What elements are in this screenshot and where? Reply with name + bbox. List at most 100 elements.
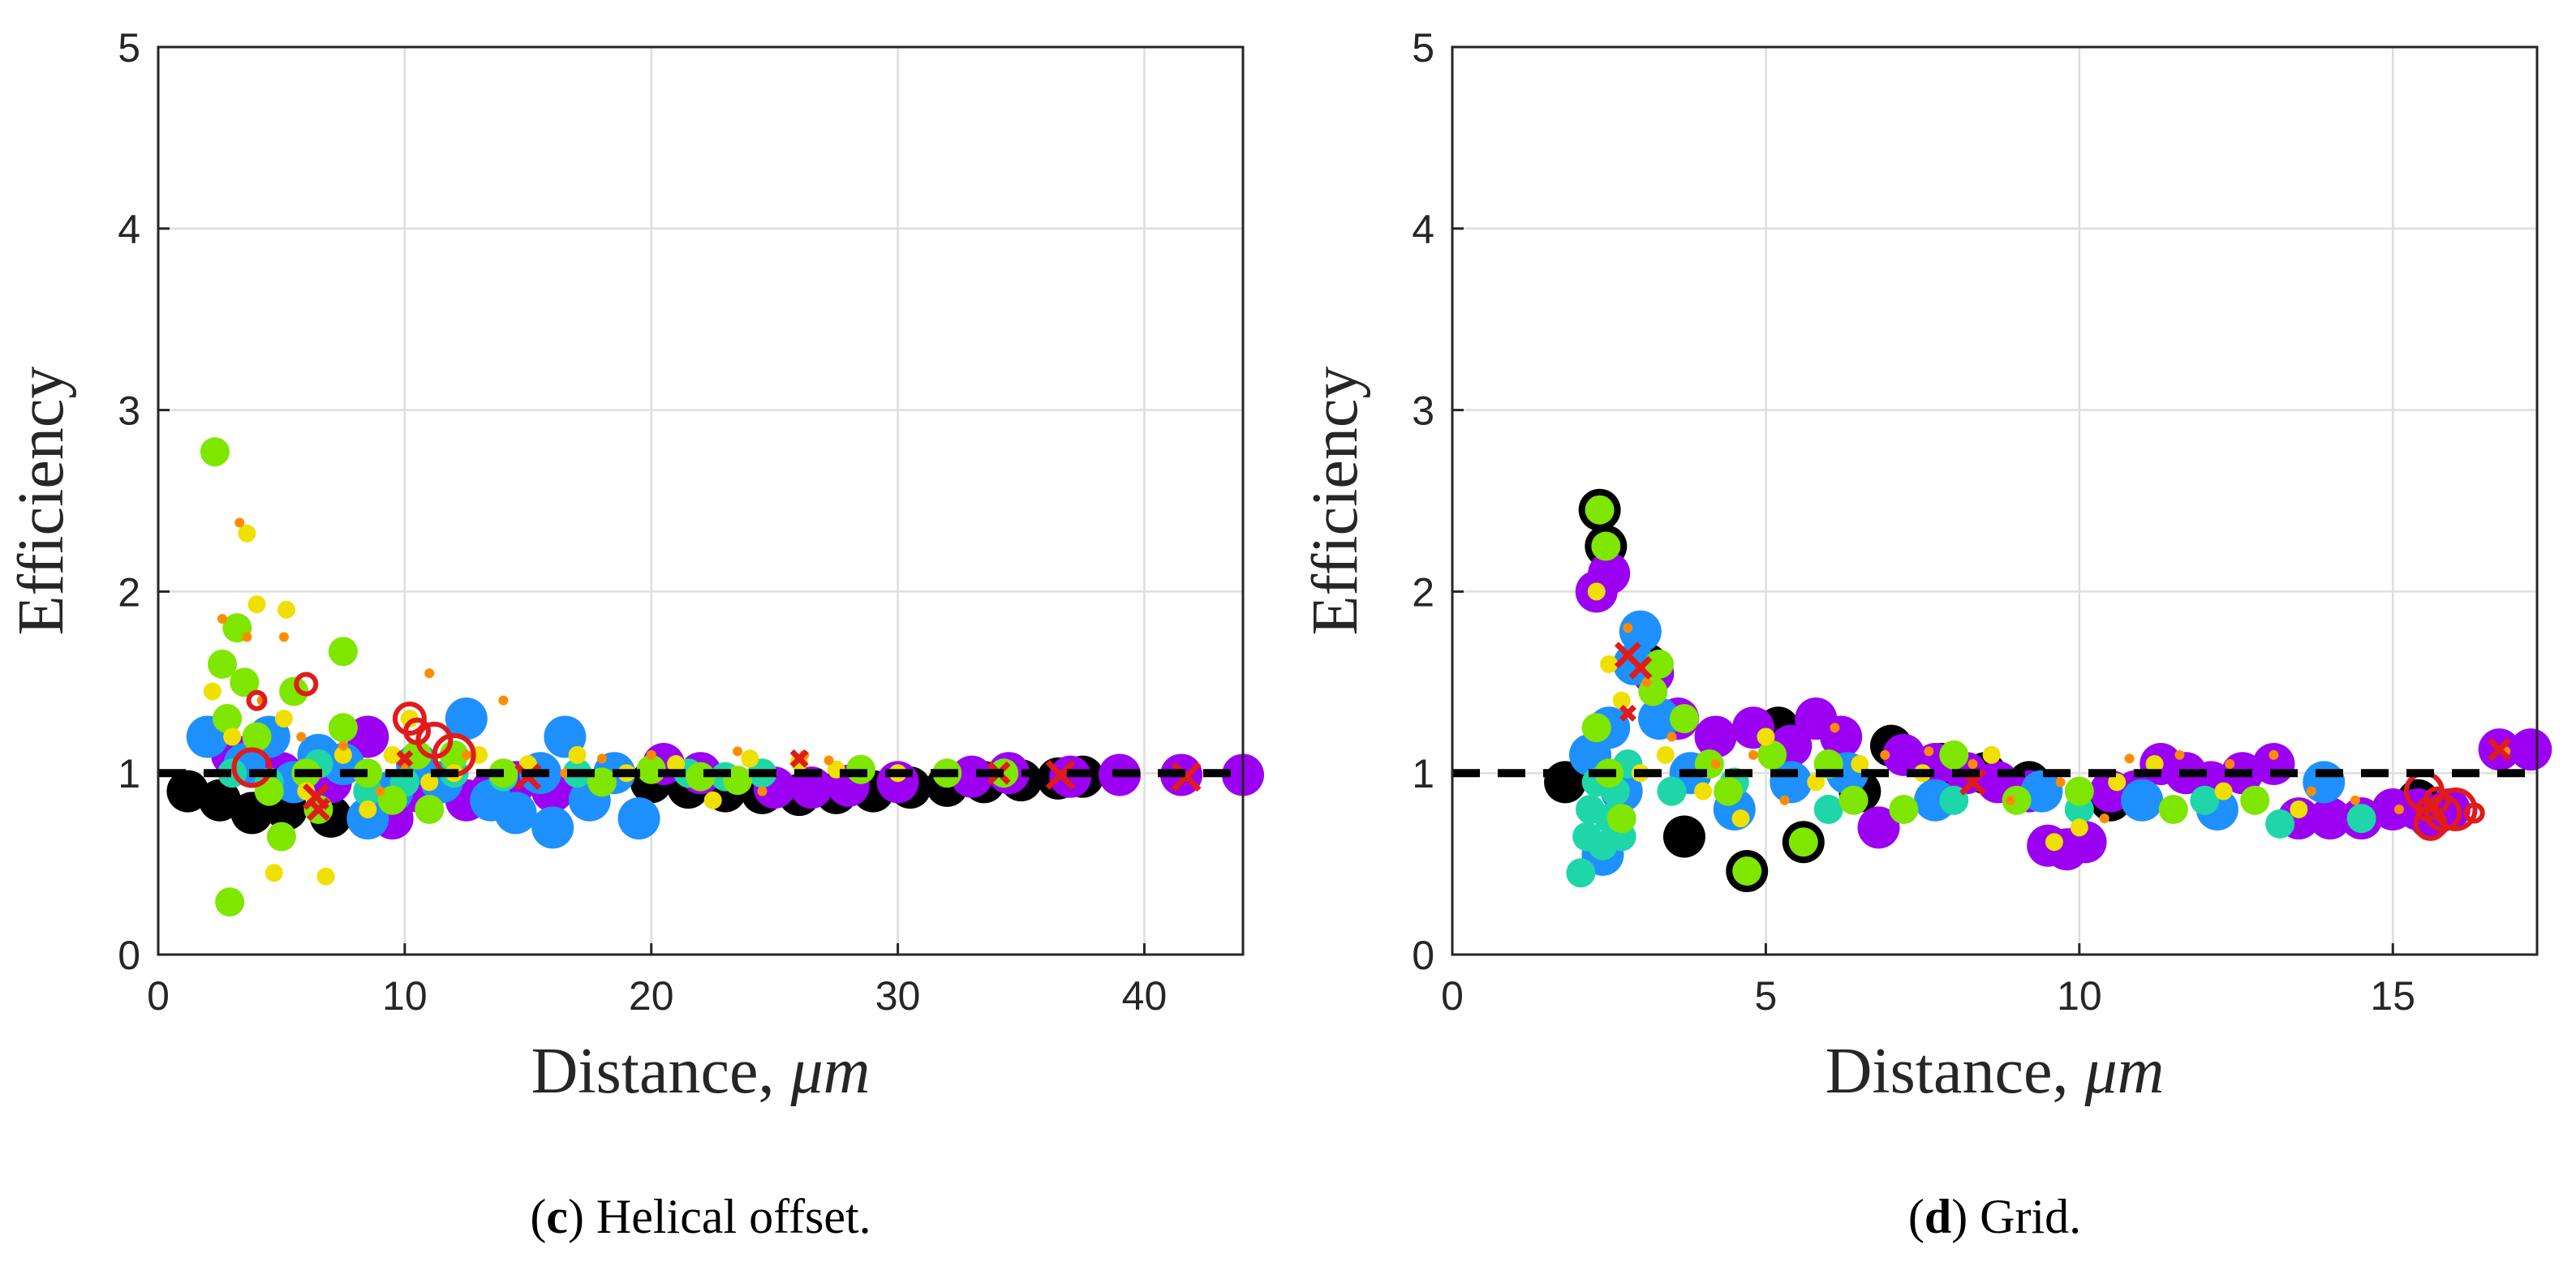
data-point [741, 749, 759, 768]
data-point [1732, 856, 1762, 886]
data-point [338, 740, 348, 751]
data-point [2174, 749, 2185, 760]
data-point [1612, 691, 1631, 710]
data-point [1600, 655, 1619, 673]
data-point-cross [1045, 759, 1076, 790]
data-point [1889, 794, 1919, 824]
data-point [166, 770, 209, 813]
data-point [1813, 794, 1843, 824]
data-point [2346, 804, 2376, 834]
data-point-cross [1628, 655, 1653, 680]
data-point [2303, 761, 2346, 804]
data-point-ring [294, 672, 319, 697]
data-point [733, 746, 743, 757]
data-point [1623, 623, 1633, 633]
data-point [1645, 649, 1675, 679]
data-point [1880, 749, 1890, 760]
data-point [242, 722, 272, 752]
cross-stroke [2488, 737, 2512, 762]
x-tick-label: 0 [1441, 973, 1464, 1019]
cross-stroke [307, 797, 330, 822]
data-point [1606, 804, 1636, 834]
data-point [1714, 776, 1744, 806]
data-point [617, 797, 660, 840]
data-point [824, 755, 834, 766]
data-point [568, 745, 587, 764]
data-point [2045, 833, 2063, 852]
x-tick-label: 30 [875, 973, 921, 1019]
data-point [279, 676, 309, 706]
data-point [2308, 797, 2351, 840]
data-point [2002, 785, 2032, 815]
data-point [208, 649, 238, 679]
x-axis-label-unit: μm [789, 1036, 870, 1107]
data-point [1585, 495, 1615, 525]
cross-stroke [1614, 642, 1641, 669]
data-point [238, 524, 256, 543]
data-point [2124, 753, 2135, 764]
y-axis-label: Efficiency [6, 367, 77, 636]
data-point [2393, 804, 2404, 814]
data-point-ring [392, 702, 427, 736]
panel-grid: 0 5 10 15 0 1 2 3 4 5 Efficiency Distance, μm (d)… [1300, 25, 2552, 1243]
data-point [278, 632, 289, 642]
data-point [266, 822, 296, 852]
data-point [2509, 728, 2552, 771]
y-tick-label: 0 [1412, 933, 1434, 978]
y-tick-label: 3 [1412, 388, 1434, 434]
y-axis-label: Efficiency [1300, 367, 1371, 636]
data-point-cross [1619, 704, 1636, 722]
data-point [1838, 785, 1869, 815]
caption-text: Grid. [1967, 1190, 2081, 1243]
cross-stroke [1171, 762, 1202, 792]
data-point [377, 785, 407, 815]
data-point [217, 613, 228, 624]
data-point [223, 727, 242, 746]
series-red-cross [1614, 642, 2512, 815]
data-point [1807, 773, 1826, 792]
series-yellow [203, 524, 907, 886]
x-tick-label: 5 [1755, 973, 1778, 1019]
data-point [1779, 795, 1790, 805]
data-point [359, 800, 377, 818]
cross-stroke [1959, 768, 1986, 796]
data-point [1566, 858, 1596, 888]
caption-letter: d [1924, 1190, 1951, 1243]
data-point [353, 758, 383, 788]
cross-stroke [789, 749, 809, 768]
data-point [2158, 794, 2188, 824]
data-point [274, 710, 293, 728]
data-point [2070, 818, 2088, 837]
data-point [2225, 759, 2235, 770]
data-point [1748, 749, 1758, 760]
data-point [2265, 809, 2295, 839]
data-point [230, 667, 260, 697]
x-tick-label: 0 [147, 973, 170, 1019]
x-tick-label: 40 [1122, 973, 1168, 1019]
y-tick-label: 1 [1412, 751, 1434, 796]
data-point [2306, 786, 2316, 796]
data-point [328, 637, 358, 667]
y-tick-label: 2 [1412, 569, 1434, 615]
x-axis-label: Distance, μm [531, 1036, 871, 1107]
data-point [264, 864, 283, 882]
data-point [215, 887, 245, 917]
data-point [2055, 777, 2066, 788]
data-point [400, 710, 419, 728]
x-tick-label: 10 [382, 973, 428, 1019]
data-point [316, 867, 335, 886]
data-point [1694, 782, 1713, 800]
caption-text: Helical offset. [584, 1190, 871, 1243]
data-point-ring [2463, 802, 2485, 824]
data-point [200, 437, 230, 467]
data-point [383, 745, 402, 764]
data-point [1857, 806, 1900, 849]
data-point [2290, 800, 2308, 818]
caption: (c) Helical offset. [530, 1190, 871, 1243]
data-point [1757, 740, 1787, 770]
data-point [2108, 773, 2127, 792]
data-point [1830, 723, 1840, 733]
data-point [445, 697, 488, 740]
x-axis-label-text: Distance, [531, 1036, 791, 1107]
